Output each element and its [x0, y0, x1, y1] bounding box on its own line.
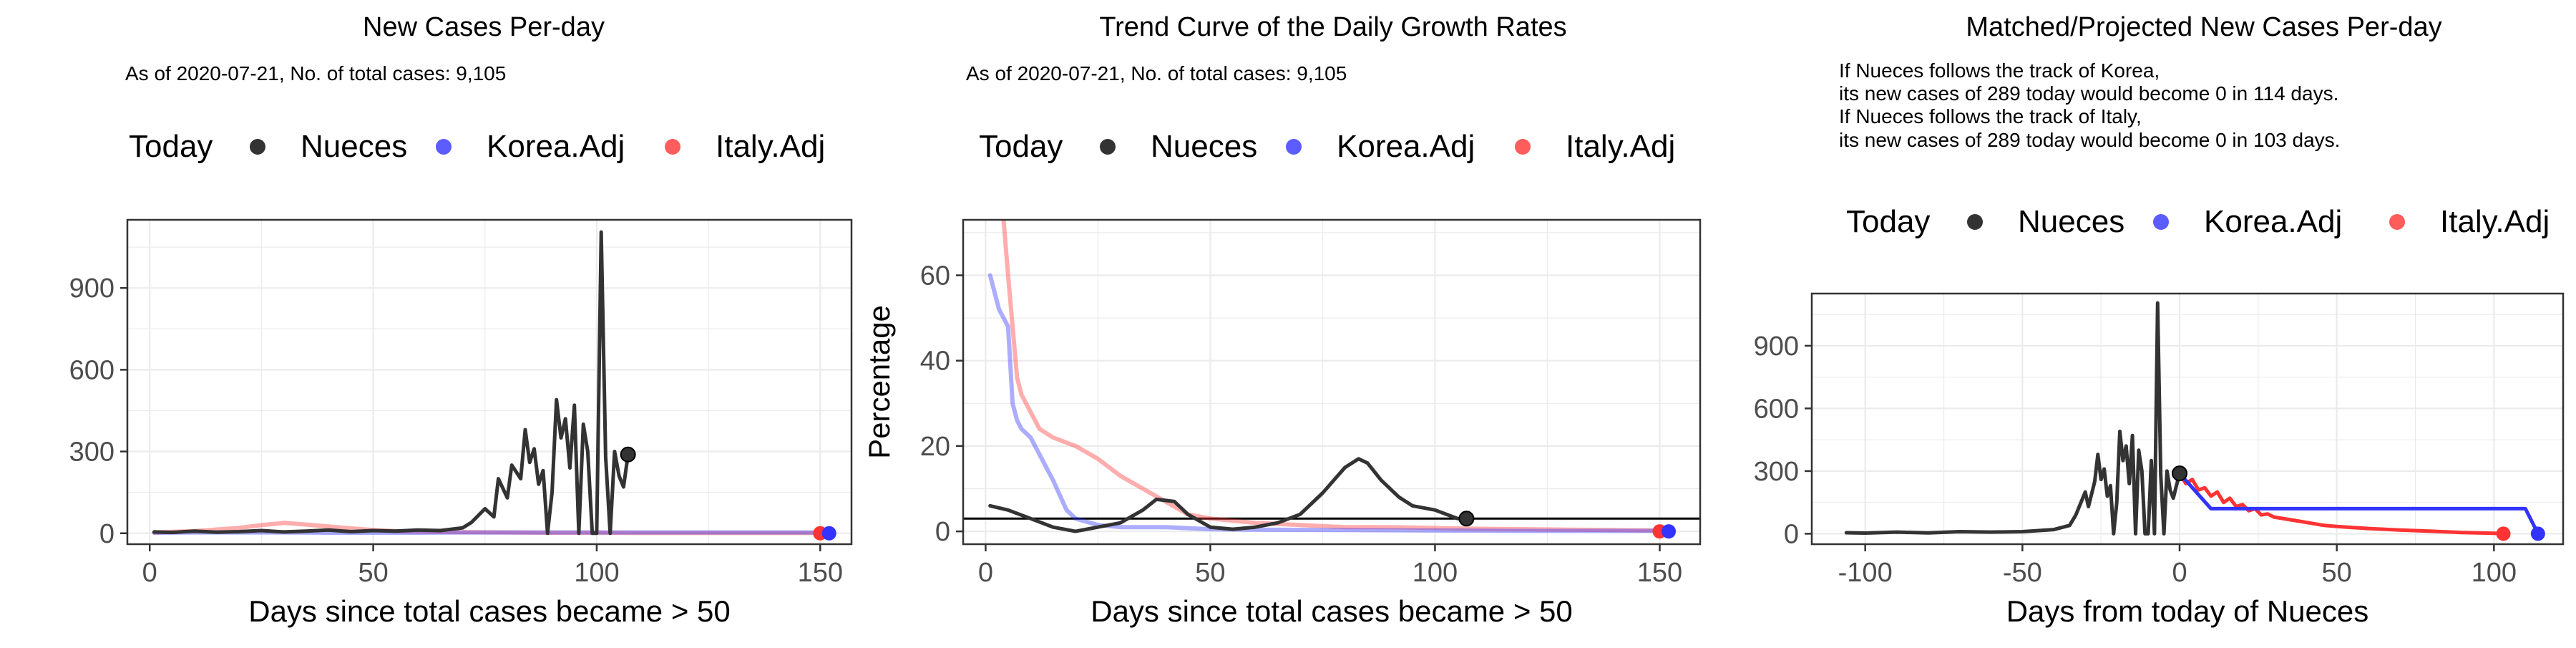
- chart-panel-1: New Cases Per-day As of 2020-07-21, No. o…: [69, 12, 852, 628]
- today-marker-nueces: [1459, 511, 1473, 526]
- legend-label-korea: Korea.Adj: [1337, 129, 1475, 164]
- y-axis-label: Percentage: [862, 305, 896, 459]
- x-tick-label: 100: [574, 558, 619, 588]
- x-axis-label: Days since total cases became > 50: [248, 594, 731, 628]
- x-tick-label: 0: [142, 558, 157, 588]
- chart-legend: Today Nueces Korea.Adj Italy.Adj: [129, 129, 825, 164]
- legend-label-italy: Italy.Adj: [716, 129, 825, 164]
- y-tick-label: 0: [99, 519, 114, 549]
- y-tick-label: 300: [1754, 457, 1799, 487]
- y-tick-label: 600: [1754, 394, 1799, 424]
- chart-legend: Today Nueces Korea.Adj Italy.Adj: [1846, 204, 2550, 239]
- legend-marker-nueces: [1100, 139, 1116, 155]
- legend-marker-korea: [2153, 214, 2169, 230]
- y-tick-label: 900: [1754, 332, 1799, 362]
- y-axis: 0 20 40 60: [920, 261, 963, 547]
- legend-marker-italy: [2389, 214, 2405, 230]
- legend-marker-italy: [1515, 139, 1531, 155]
- plot-background: [127, 220, 852, 544]
- y-axis: 0 300 600 900: [69, 274, 127, 549]
- legend-marker-korea: [436, 139, 452, 155]
- x-tick-label: 0: [2172, 558, 2187, 588]
- today-marker-italy-adj: [2497, 526, 2511, 541]
- legend-marker-korea: [1286, 139, 1302, 155]
- chart-legend: Today Nueces Korea.Adj Italy.Adj: [979, 129, 1675, 164]
- chart-subtitle-line: If Nueces follows the track of Italy,: [1839, 105, 2142, 127]
- today-marker-nueces: [621, 448, 635, 462]
- legend-title: Today: [979, 129, 1063, 164]
- y-tick-label: 0: [1784, 519, 1799, 549]
- chart-panel-2: Trend Curve of the Daily Growth Rates As …: [862, 12, 1700, 628]
- legend-label-korea: Korea.Adj: [487, 129, 625, 164]
- x-tick-label: -100: [1838, 558, 1893, 588]
- legend-title: Today: [1846, 204, 1930, 239]
- today-marker-korea-adj: [822, 526, 836, 541]
- y-tick-label: 60: [920, 261, 950, 291]
- legend-marker-italy: [665, 139, 680, 155]
- y-tick-label: 600: [69, 355, 114, 385]
- y-tick-label: 20: [920, 432, 950, 462]
- chart-title: Trend Curve of the Daily Growth Rates: [1099, 12, 1566, 42]
- plot-background: [1812, 294, 2563, 544]
- legend-title: Today: [129, 129, 213, 164]
- chart-subtitle: As of 2020-07-21, No. of total cases: 9,…: [125, 62, 506, 84]
- chart-title: New Cases Per-day: [363, 12, 605, 42]
- legend-label-korea: Korea.Adj: [2204, 204, 2342, 239]
- legend-label-italy: Italy.Adj: [2440, 204, 2550, 239]
- x-tick-label: 150: [798, 558, 843, 588]
- x-axis: 0 50 100 150: [142, 544, 843, 588]
- y-axis: 0 300 600 900: [1754, 332, 1812, 550]
- legend-label-nueces: Nueces: [301, 129, 407, 164]
- legend-label-nueces: Nueces: [1151, 129, 1257, 164]
- chart-subtitle: As of 2020-07-21, No. of total cases: 9,…: [966, 62, 1347, 84]
- chart-panel-3: Matched/Projected New Cases Per-day If Nu…: [1754, 12, 2563, 628]
- chart-subtitle-line: its new cases of 289 today would become …: [1839, 82, 2338, 105]
- x-axis: 0 50 100 150: [978, 544, 1682, 588]
- x-tick-label: 50: [1195, 558, 1225, 588]
- x-tick-label: 150: [1637, 558, 1682, 588]
- x-axis-label: Days from today of Nueces: [2006, 594, 2369, 628]
- chart-subtitle-line: If Nueces follows the track of Korea,: [1839, 59, 2160, 82]
- y-tick-label: 40: [920, 347, 950, 377]
- today-marker-korea-adj: [2531, 526, 2545, 541]
- x-axis: -100 -50 0 50 100: [1838, 544, 2517, 588]
- legend-marker-nueces: [1967, 214, 1983, 230]
- x-tick-label: -50: [2003, 558, 2042, 588]
- chart-title: Matched/Projected New Cases Per-day: [1966, 12, 2441, 42]
- legend-marker-nueces: [250, 139, 265, 155]
- y-tick-label: 0: [935, 517, 950, 547]
- y-tick-label: 300: [69, 437, 114, 468]
- x-tick-label: 50: [2322, 558, 2352, 588]
- x-tick-label: 100: [1413, 558, 1458, 588]
- x-tick-label: 100: [2472, 558, 2517, 588]
- plot-background: [963, 220, 1700, 544]
- legend-label-nueces: Nueces: [2018, 204, 2124, 239]
- x-tick-label: 0: [978, 558, 993, 588]
- y-tick-label: 900: [69, 274, 114, 304]
- x-tick-label: 50: [358, 558, 388, 588]
- today-marker-korea-adj: [1662, 524, 1676, 538]
- chart-subtitle-line: its new cases of 289 today would become …: [1839, 129, 2340, 151]
- x-axis-label: Days since total cases became > 50: [1091, 594, 1573, 628]
- legend-label-italy: Italy.Adj: [1566, 129, 1675, 164]
- today-marker-nueces: [2172, 466, 2187, 480]
